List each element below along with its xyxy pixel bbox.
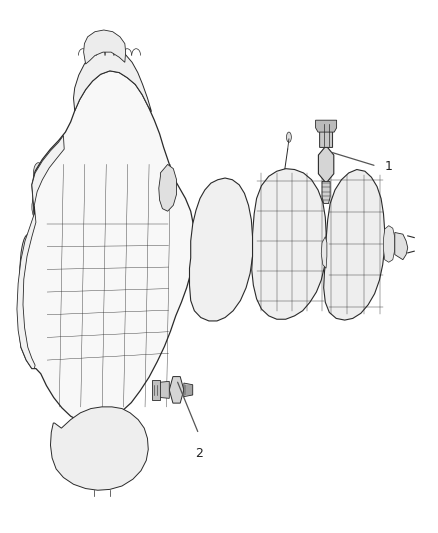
Polygon shape [252,168,326,319]
Ellipse shape [23,252,32,298]
Polygon shape [84,30,126,64]
Polygon shape [170,377,184,403]
Ellipse shape [20,235,36,316]
Polygon shape [74,47,152,112]
Polygon shape [395,232,408,260]
Polygon shape [159,164,177,211]
Circle shape [286,132,291,142]
Text: 1: 1 [385,159,392,173]
Circle shape [324,228,338,259]
Polygon shape [322,181,330,204]
Circle shape [32,193,45,221]
Polygon shape [152,379,160,400]
Polygon shape [316,120,337,132]
Text: 2: 2 [195,447,203,460]
Polygon shape [17,135,64,369]
Polygon shape [320,122,332,148]
Circle shape [33,163,43,183]
Polygon shape [318,146,334,183]
Polygon shape [321,237,327,268]
Polygon shape [19,71,195,423]
Polygon shape [50,407,148,490]
Polygon shape [184,383,193,397]
Polygon shape [324,169,385,320]
Polygon shape [190,178,253,321]
Ellipse shape [26,264,30,286]
Polygon shape [384,225,395,262]
Polygon shape [157,381,170,398]
